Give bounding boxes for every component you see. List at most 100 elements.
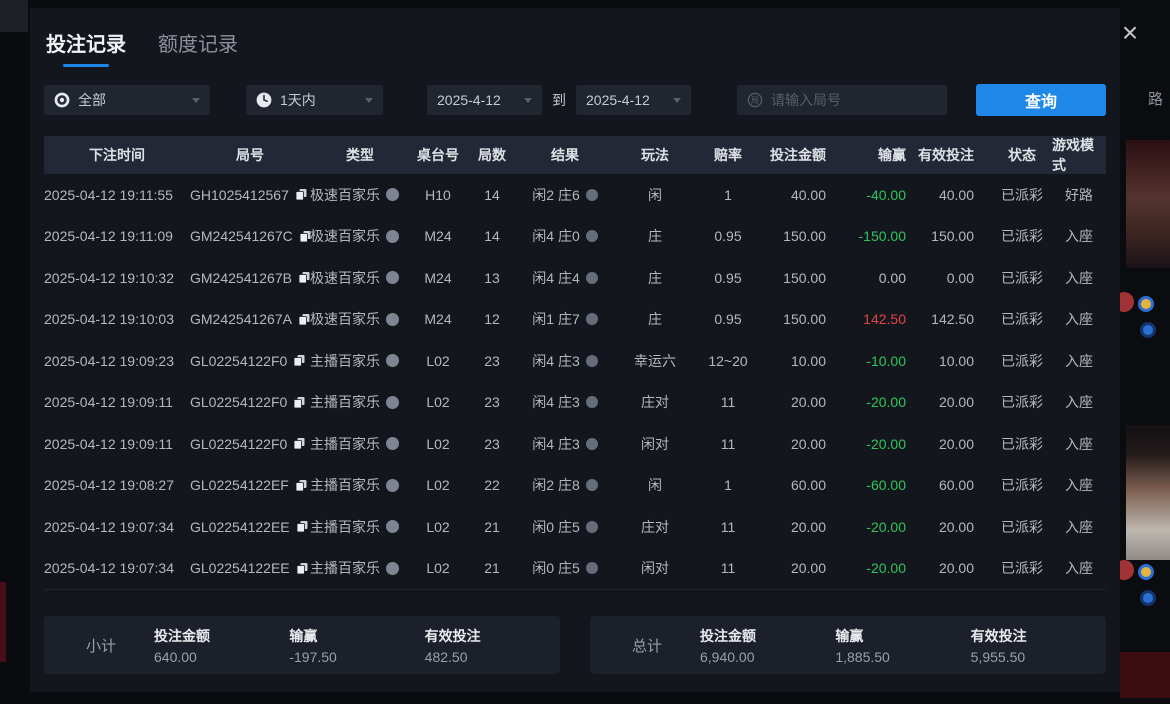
summary-bar: 小计 投注金额 640.00 输赢 -197.50 有效投注 482.50 总计… — [44, 616, 1106, 674]
result-detail-icon[interactable] — [585, 562, 598, 575]
copy-icon[interactable] — [293, 396, 306, 409]
play-type-cell: 闲 — [648, 477, 662, 494]
tab-betting-records[interactable]: 投注记录 — [46, 28, 126, 67]
status-cell: 已派彩 — [1001, 311, 1043, 328]
result-detail-icon[interactable] — [585, 188, 598, 201]
category-dropdown[interactable]: 全部 — [44, 85, 210, 115]
copy-icon[interactable] — [298, 271, 311, 284]
round-cell: 13 — [484, 269, 500, 286]
table-header-row: 下注时间 局号 类型 桌台号 局数 结果 玩法 赔率 投注金额 输赢 有效投注 状态 游戏模式 — [44, 136, 1106, 174]
column-header: 玩法 — [641, 147, 669, 163]
bet-time-cell: 2025-04-12 19:11:09 — [44, 228, 173, 245]
valid-bet-label: 有效投注 — [424, 627, 481, 644]
date-range-dropdown[interactable]: 1天内 — [246, 85, 383, 115]
status-cell: 已派彩 — [1001, 560, 1043, 577]
result-detail-icon[interactable] — [585, 396, 598, 409]
copy-icon[interactable] — [293, 437, 306, 450]
column-header: 结果 — [551, 147, 579, 163]
game-id-cell: GL02254122F0 — [190, 340, 310, 382]
result-cell: 闲1 庄7 — [518, 299, 612, 341]
result-detail-icon[interactable] — [585, 354, 598, 367]
search-input[interactable] — [771, 92, 937, 108]
table-row: 2025-04-12 19:10:32 GM242541267B 极速百家乐 M… — [44, 257, 1106, 299]
copy-icon[interactable] — [295, 188, 308, 201]
bet-amount-cell: 150.00 — [783, 269, 826, 286]
background-text-fragment: 路 — [1148, 91, 1164, 108]
winloss-value: 1,885.50 — [835, 648, 890, 665]
game-type-icon — [386, 188, 399, 202]
column-header: 局号 — [236, 147, 264, 163]
play-type-cell: 庄 — [648, 311, 662, 328]
copy-icon[interactable] — [296, 562, 309, 575]
table-row: 2025-04-12 19:09:23 GL02254122F0 主播百家乐 L… — [44, 340, 1106, 382]
game-mode-cell: 入座 — [1065, 477, 1093, 494]
tab-quota-records[interactable]: 额度记录 — [158, 34, 238, 56]
game-mode-cell: 入座 — [1065, 518, 1093, 535]
table-badge-icon — [1140, 590, 1156, 606]
category-dropdown-value: 全部 — [78, 92, 106, 108]
close-icon[interactable]: × — [1121, 17, 1139, 48]
date-from-picker[interactable]: 2025-4-12 — [427, 85, 542, 115]
copy-icon[interactable] — [295, 479, 308, 492]
table-row: 2025-04-12 19:10:03 GM242541267A 极速百家乐 M… — [44, 299, 1106, 341]
play-type-cell: 幸运六 — [634, 352, 676, 369]
copy-icon[interactable] — [298, 313, 311, 326]
winloss-value: -197.50 — [289, 648, 337, 665]
game-id-cell: GL02254122F0 — [190, 382, 310, 424]
copy-icon[interactable] — [299, 230, 312, 243]
status-cell: 已派彩 — [1001, 269, 1043, 286]
game-id-search[interactable]: 局 — [737, 85, 947, 115]
bet-amount-cell: 60.00 — [790, 477, 826, 494]
bet-amount-cell: 20.00 — [790, 518, 826, 535]
result-cell: 闲2 庄6 — [518, 174, 612, 216]
table-row: 2025-04-12 19:09:11 GL02254122F0 主播百家乐 L… — [44, 423, 1106, 465]
result-cell: 闲2 庄8 — [518, 465, 612, 507]
win-loss-cell: -60.00 — [866, 477, 906, 494]
subtotal-winloss: 输赢 -197.50 — [289, 626, 424, 665]
table-row: 2025-04-12 19:11:55 GH1025412567 极速百家乐 H… — [44, 174, 1106, 216]
clock-icon — [256, 92, 272, 108]
win-loss-cell: -150.00 — [858, 228, 906, 245]
odds-cell: 1 — [724, 186, 732, 203]
result-detail-icon[interactable] — [585, 479, 598, 492]
valid-bet-cell: 20.00 — [938, 394, 974, 411]
result-detail-icon[interactable] — [585, 437, 598, 450]
result-cell: 闲4 庄3 — [518, 382, 612, 424]
query-button[interactable]: 查询 — [976, 84, 1106, 116]
game-mode-cell: 入座 — [1065, 228, 1093, 245]
bet-time-cell: 2025-04-12 19:10:32 — [44, 269, 174, 286]
game-type-cell: 主播百家乐 — [310, 423, 410, 465]
result-cell: 闲4 庄4 — [518, 257, 612, 299]
game-mode-cell: 入座 — [1065, 560, 1093, 577]
game-type-icon — [386, 229, 399, 243]
table-row: 2025-04-12 19:07:34 GL02254122EE 主播百家乐 L… — [44, 506, 1106, 548]
status-cell: 已派彩 — [1001, 435, 1043, 452]
odds-cell: 12~20 — [708, 352, 748, 369]
game-mode-cell: 好路 — [1065, 186, 1093, 203]
date-to-picker[interactable]: 2025-4-12 — [576, 85, 691, 115]
copy-icon[interactable] — [296, 520, 309, 533]
total-winloss: 输赢 1,885.50 — [835, 626, 970, 665]
date-from-value: 2025-4-12 — [437, 92, 501, 108]
bet-amount-value: 6,940.00 — [700, 648, 755, 665]
result-detail-icon[interactable] — [585, 313, 598, 326]
bet-time-cell: 2025-04-12 19:10:03 — [44, 311, 174, 328]
table-badge-icon — [1138, 296, 1154, 312]
result-detail-icon[interactable] — [585, 271, 598, 284]
play-type-cell: 庄 — [648, 228, 662, 245]
odds-cell: 11 — [720, 560, 736, 577]
table-row: 2025-04-12 19:08:27 GL02254122EF 主播百家乐 L… — [44, 465, 1106, 507]
to-label: 到 — [552, 92, 566, 108]
chevron-down-icon — [673, 97, 681, 103]
result-detail-icon[interactable] — [585, 520, 598, 533]
total-bet: 投注金额 6,940.00 — [700, 626, 835, 665]
copy-icon[interactable] — [293, 354, 306, 367]
subtotal-card: 小计 投注金额 640.00 输赢 -197.50 有效投注 482.50 — [44, 616, 560, 674]
result-detail-icon[interactable] — [585, 230, 598, 243]
game-type-icon — [386, 561, 399, 575]
game-type-cell: 极速百家乐 — [310, 216, 410, 258]
odds-cell: 11 — [720, 394, 736, 411]
table-no-cell: L02 — [426, 477, 450, 494]
game-type-cell: 极速百家乐 — [310, 257, 410, 299]
column-header: 投注金额 — [770, 147, 826, 163]
